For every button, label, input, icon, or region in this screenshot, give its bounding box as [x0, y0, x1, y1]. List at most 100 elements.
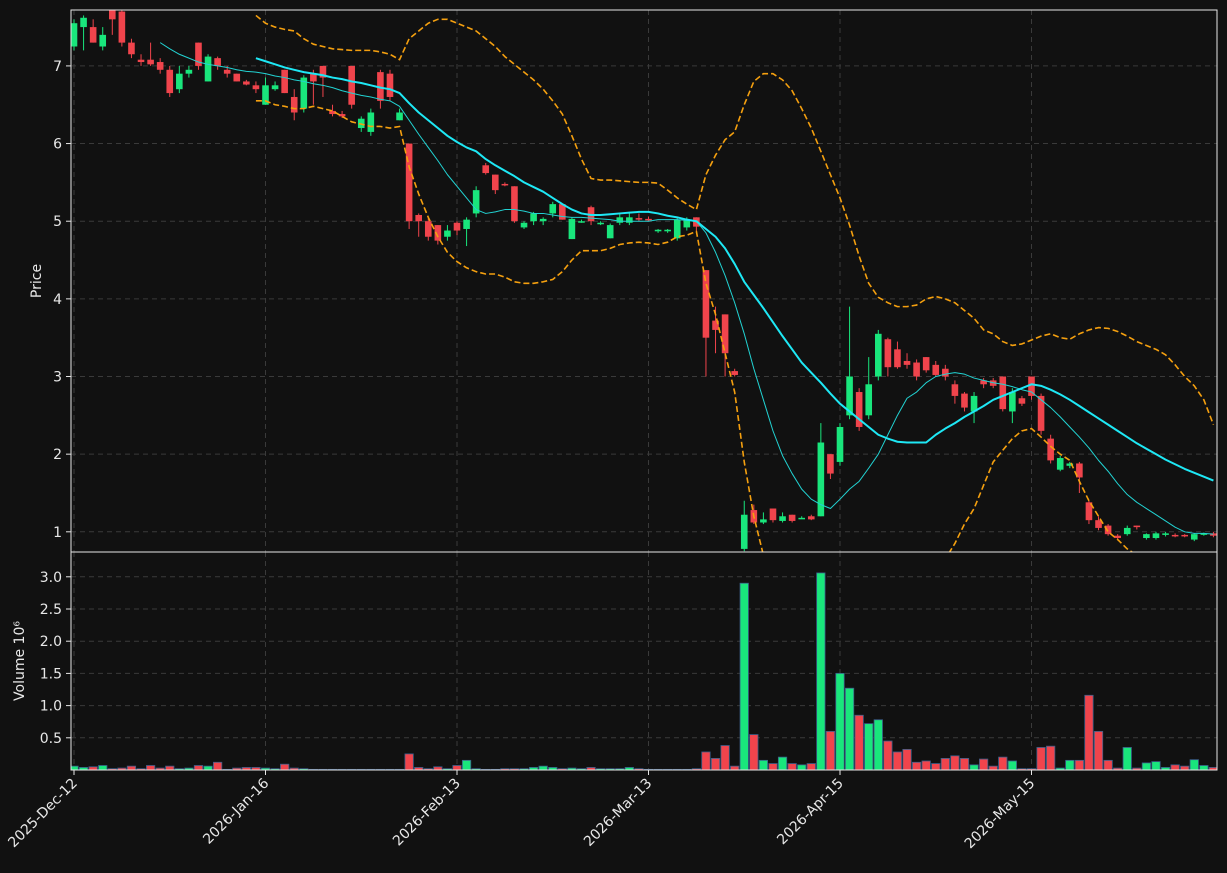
volume-bar [251, 767, 261, 770]
candle-body [329, 110, 336, 115]
candle-body [501, 183, 509, 186]
candle-body [683, 219, 691, 228]
candle-body [769, 508, 777, 521]
candle-body [204, 56, 212, 82]
volume-bar [1084, 694, 1094, 770]
candle-body [243, 81, 250, 85]
volume-bar [1199, 765, 1209, 770]
y-tick-label: 2.5 [40, 602, 62, 618]
volume-bar [720, 745, 730, 770]
volume-bar [634, 768, 644, 770]
candle-body [817, 442, 825, 517]
candle-body [980, 380, 987, 385]
volume-bar [969, 764, 979, 770]
volume-bar [404, 753, 414, 770]
volume-bar [883, 740, 893, 770]
volume-bar [844, 687, 855, 770]
y-tick-label: 1 [53, 525, 62, 541]
candle-body [444, 230, 451, 237]
volume-bar [145, 765, 156, 770]
volume-bar [576, 768, 587, 770]
candle-body [1009, 392, 1016, 412]
candle-body [1133, 525, 1141, 528]
candle-body [942, 368, 949, 377]
volume-bar [1208, 767, 1217, 770]
candle-body [176, 73, 183, 90]
candle-body [865, 384, 873, 416]
candle-body [894, 349, 901, 368]
volume-bar [461, 759, 472, 770]
volume-bar [299, 768, 309, 770]
volume-bar [979, 758, 989, 770]
candle-body [99, 34, 107, 47]
volume-bar [768, 763, 778, 770]
candle-body [606, 225, 614, 239]
candle-body [827, 454, 834, 474]
volume-panel [71, 572, 1217, 770]
candle-body [721, 314, 729, 354]
volume-bar [835, 672, 845, 770]
candle-body [128, 42, 135, 55]
volume-bar [509, 768, 520, 770]
candle-body [434, 225, 442, 241]
candle-body [913, 362, 920, 377]
candle-body [779, 516, 786, 521]
candle-body [922, 357, 930, 371]
volume-bar [241, 767, 251, 770]
candle-body [1143, 534, 1150, 539]
candle-body [1171, 534, 1179, 537]
volume-bar [213, 761, 223, 770]
candle-body [836, 426, 844, 462]
candle-body [740, 514, 748, 549]
volume-bar [1046, 745, 1056, 770]
volume-bar [193, 765, 204, 770]
candle-body [999, 376, 1007, 410]
volume-bar [1170, 764, 1180, 770]
volume-bar [557, 768, 567, 770]
volume-bar [280, 763, 290, 770]
y-tick-label: 5 [53, 214, 62, 230]
candle-body [702, 270, 710, 338]
volume-bar [892, 751, 903, 770]
volume-bar [548, 767, 558, 770]
candle-body [788, 514, 796, 521]
volume-bar [98, 765, 108, 770]
candle-body [549, 204, 557, 214]
volume-bar [500, 768, 510, 770]
y-tick-label: 1.5 [40, 666, 62, 682]
volume-bar [758, 759, 769, 770]
volume-bar [586, 767, 596, 770]
candle-body [271, 85, 279, 90]
volume-bar [605, 768, 615, 770]
volume-bar [931, 763, 941, 770]
candle-body [539, 218, 547, 222]
candle-body [89, 27, 97, 43]
candle-body [1152, 533, 1160, 539]
volume-bar [854, 714, 864, 770]
candle-body [654, 229, 662, 232]
candle-body [1066, 463, 1074, 466]
candle-body [712, 320, 719, 330]
candle-body [386, 73, 394, 97]
volume-bar [624, 767, 634, 770]
volume-bar [912, 761, 922, 770]
y-tick-label: 2 [53, 447, 62, 463]
volume-bar [78, 767, 89, 770]
candle-body [1037, 395, 1045, 431]
volume-bar [1141, 762, 1151, 770]
candle-body [492, 174, 499, 191]
candle-body [166, 69, 174, 94]
volume-bar [107, 768, 117, 770]
candle-body [147, 59, 154, 65]
volume-bar [136, 768, 146, 770]
volume-bar [615, 768, 625, 770]
volume-bar [873, 719, 883, 770]
volume-bar [749, 734, 759, 770]
volume-bar [988, 765, 998, 770]
volume-bar [442, 768, 453, 770]
candle-body [1018, 398, 1026, 404]
candle-body [1190, 534, 1198, 540]
candle-body [1181, 534, 1188, 537]
candle-body [903, 360, 911, 365]
